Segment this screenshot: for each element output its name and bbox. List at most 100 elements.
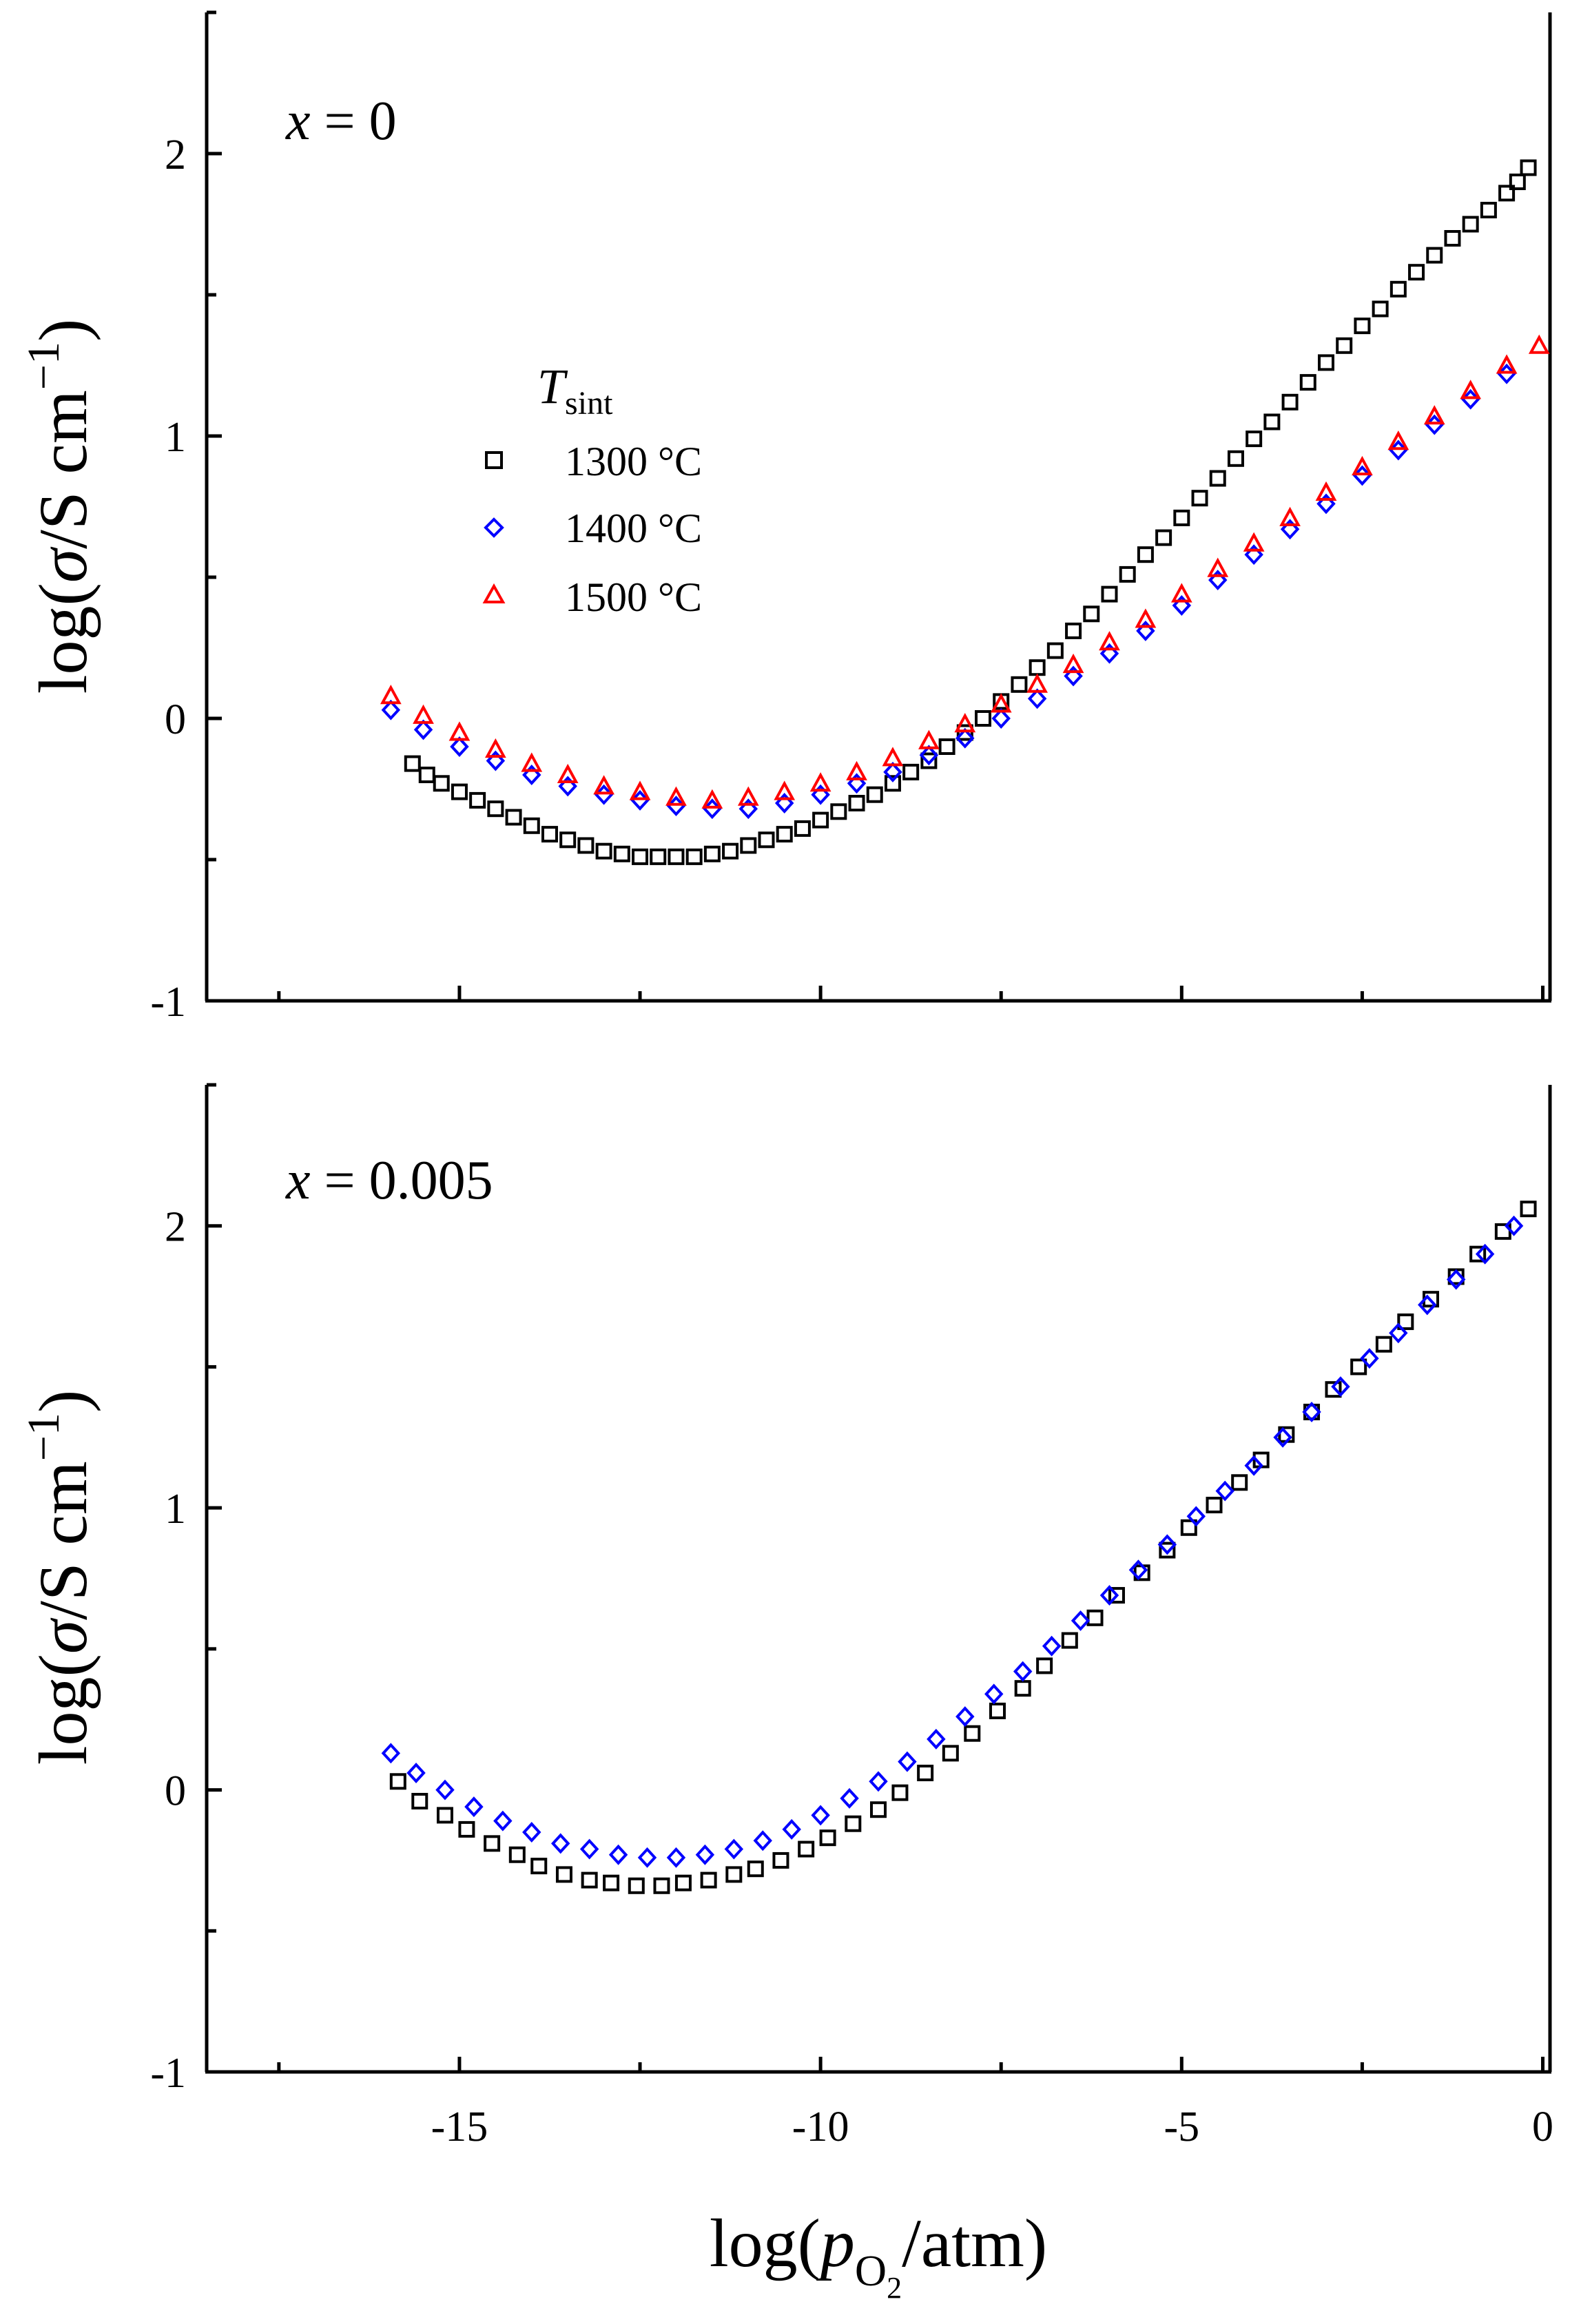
data-point: [451, 783, 468, 800]
y-tick-label: 0: [165, 696, 186, 743]
data-point: [523, 817, 540, 834]
data-point: [653, 1877, 670, 1894]
data-point: [1316, 493, 1336, 515]
data-point: [674, 1874, 692, 1891]
data-point: [1099, 643, 1119, 664]
data-point: [1418, 1294, 1437, 1316]
data-point: [458, 1820, 475, 1838]
data-point: [700, 1871, 717, 1889]
data-point: [774, 793, 794, 813]
data-point: [1281, 393, 1299, 411]
data-point: [819, 1829, 836, 1847]
data-point: [738, 798, 758, 820]
data-point: [1159, 1542, 1176, 1559]
y-tick-label: 1: [165, 1486, 186, 1533]
data-point: [1325, 1381, 1342, 1398]
data-point: [1042, 1635, 1062, 1657]
data-point: [964, 1725, 981, 1742]
data-point: [919, 745, 939, 766]
legend-marker-1500: [482, 583, 506, 603]
data-point: [830, 803, 847, 820]
data-point: [1108, 1587, 1125, 1604]
data-point: [668, 848, 685, 865]
data-point: [845, 1815, 862, 1832]
y-tick-label: -1: [150, 979, 186, 1026]
data-point: [1046, 642, 1064, 659]
legend: Tsint 1300 °C 1400 °C 1500 °C: [482, 359, 702, 620]
data-point: [522, 1822, 541, 1843]
data-point: [722, 842, 739, 860]
data-point: [809, 772, 831, 792]
data-point: [1375, 1336, 1392, 1353]
data-point: [1036, 1657, 1053, 1674]
data-point: [955, 1706, 975, 1728]
bottom-panel-frame: [205, 1085, 1552, 2074]
data-point: [1155, 529, 1172, 546]
x-tick-label: 0: [1532, 2104, 1553, 2150]
data-point: [724, 1838, 744, 1860]
data-point: [486, 750, 506, 771]
data-point: [628, 1877, 645, 1894]
data-point: [1444, 230, 1461, 247]
data-point: [1027, 688, 1047, 709]
data-point: [725, 1866, 743, 1883]
data-point: [608, 1844, 628, 1865]
data-point: [1372, 300, 1389, 318]
data-point: [603, 1874, 620, 1891]
data-point: [389, 1773, 406, 1790]
data-point: [812, 811, 829, 829]
data-point: [413, 704, 434, 724]
data-point: [1207, 557, 1229, 577]
data-point: [1408, 264, 1425, 281]
data-point: [1231, 1474, 1248, 1491]
series-square: [404, 159, 1537, 865]
data-point: [782, 1818, 801, 1840]
data-point: [1206, 1497, 1223, 1514]
data-point: [1315, 481, 1337, 501]
data-point: [938, 738, 955, 755]
data-point: [559, 831, 577, 849]
data-point: [891, 1784, 909, 1801]
data-point: [1273, 1426, 1292, 1448]
data-point: [774, 780, 796, 800]
top-panel: -1 0 1 2 x = 0 log(σ/S cm−1) Tsint 1300 °C …: [19, 10, 1552, 1026]
data-point: [1504, 1215, 1524, 1236]
data-point: [1498, 185, 1516, 202]
data-point: [1062, 653, 1084, 674]
data-point: [990, 693, 1012, 713]
data-point: [436, 1807, 453, 1824]
y-tick-label: 2: [165, 132, 186, 178]
series-triangle: [380, 334, 1550, 809]
data-point: [487, 800, 504, 818]
data-point: [406, 1763, 426, 1783]
data-point: [848, 795, 865, 811]
data-point: [954, 713, 976, 733]
data-point: [975, 710, 992, 727]
data-point: [1360, 1348, 1379, 1369]
data-point: [1318, 354, 1334, 371]
legend-label-1400: 1400 °C: [565, 506, 702, 551]
data-point: [1180, 1519, 1197, 1536]
data-point: [665, 786, 687, 806]
top-y-axis-title: log(σ/S cm−1): [19, 319, 101, 694]
data-point: [435, 1779, 455, 1801]
data-point: [695, 1844, 715, 1865]
data-point: [380, 685, 402, 705]
bottom-x-ticks: [277, 2057, 1545, 2072]
data-point: [1397, 1313, 1414, 1330]
data-point: [1136, 620, 1155, 641]
data-point: [1350, 1358, 1367, 1376]
data-point: [737, 786, 759, 806]
data-point: [1462, 216, 1479, 233]
data-point: [1209, 470, 1226, 487]
data-point: [505, 809, 522, 826]
y-tick-label: 0: [165, 1768, 186, 1815]
data-point: [593, 775, 614, 795]
data-point: [1480, 202, 1497, 218]
data-point: [1244, 544, 1263, 566]
data-point: [1191, 490, 1208, 507]
data-point: [1263, 413, 1281, 430]
data-point: [1014, 1680, 1031, 1697]
data-point: [1086, 1609, 1104, 1626]
y-tick-label: 2: [165, 1204, 186, 1251]
